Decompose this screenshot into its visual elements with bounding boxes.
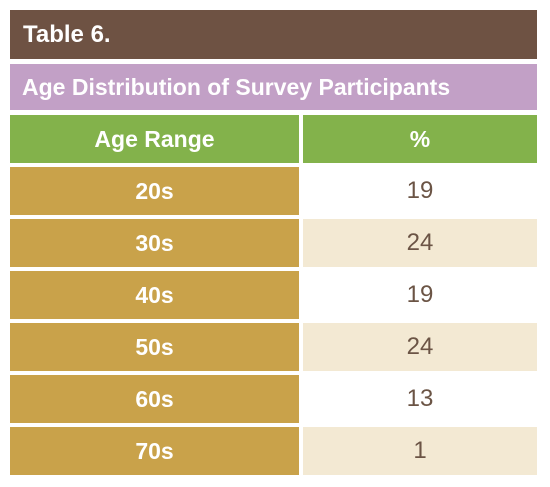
table-row: 30s 24 bbox=[10, 219, 537, 267]
table-row: 40s 19 bbox=[10, 271, 537, 319]
table-row: 70s 1 bbox=[10, 427, 537, 475]
percent-cell: 24 bbox=[303, 219, 537, 267]
age-range-cell: 20s bbox=[10, 167, 299, 215]
table-row: 50s 24 bbox=[10, 323, 537, 371]
data-table: Age Range % 20s 19 30s 24 40s 19 50s 24 … bbox=[10, 115, 537, 475]
age-range-cell: 60s bbox=[10, 375, 299, 423]
table-container: Table 6. Age Distribution of Survey Part… bbox=[10, 10, 537, 475]
age-range-cell: 30s bbox=[10, 219, 299, 267]
percent-cell: 19 bbox=[303, 167, 537, 215]
header-percent: % bbox=[303, 115, 537, 163]
table-row: 60s 13 bbox=[10, 375, 537, 423]
percent-cell: 1 bbox=[303, 427, 537, 475]
divider bbox=[10, 59, 537, 64]
header-age-range: Age Range bbox=[10, 115, 299, 163]
table-row: 20s 19 bbox=[10, 167, 537, 215]
header-row: Age Range % bbox=[10, 115, 537, 163]
age-range-cell: 70s bbox=[10, 427, 299, 475]
age-range-cell: 40s bbox=[10, 271, 299, 319]
percent-cell: 19 bbox=[303, 271, 537, 319]
table-subtitle: Age Distribution of Survey Participants bbox=[10, 64, 537, 110]
age-range-cell: 50s bbox=[10, 323, 299, 371]
table-title: Table 6. bbox=[10, 10, 537, 59]
percent-cell: 24 bbox=[303, 323, 537, 371]
divider bbox=[10, 110, 537, 115]
percent-cell: 13 bbox=[303, 375, 537, 423]
